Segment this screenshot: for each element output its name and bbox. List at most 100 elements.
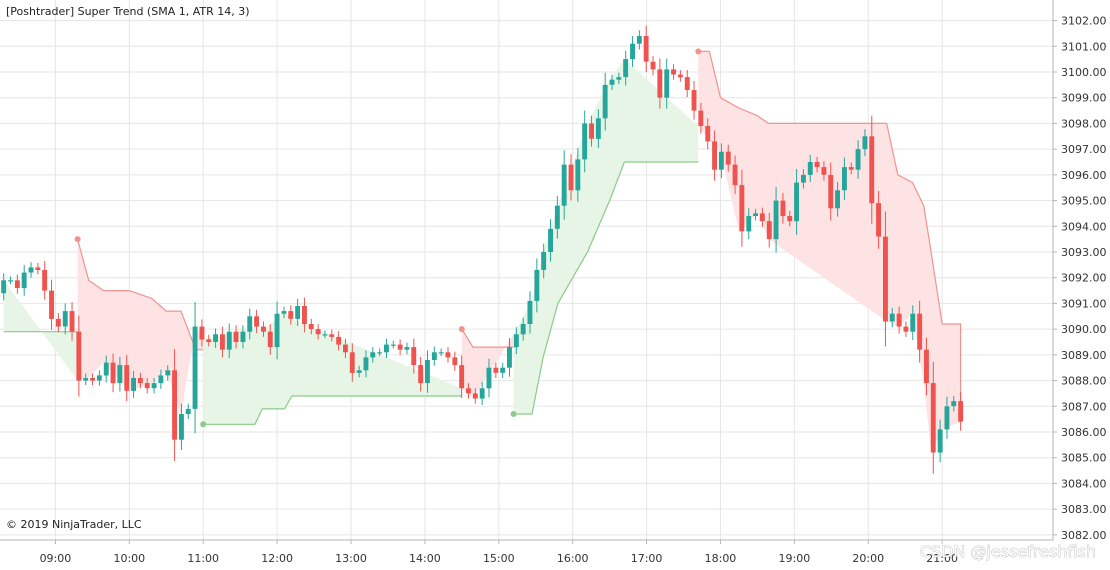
- y-tick-label: 3092.00: [1061, 272, 1107, 285]
- candle-up: [507, 347, 512, 368]
- candle-down: [568, 164, 574, 191]
- bear-band-fill: [461, 329, 514, 399]
- y-tick-label: 3090.00: [1061, 323, 1107, 336]
- candle-down: [261, 326, 266, 332]
- candle-down: [55, 318, 61, 327]
- candle-up: [794, 182, 799, 222]
- candle-up: [801, 174, 806, 183]
- candle-up: [554, 205, 560, 229]
- copyright-text: © 2019 NinjaTrader, LLC: [6, 518, 142, 531]
- candle-up: [636, 36, 642, 44]
- candle-down: [315, 329, 321, 335]
- candle-down: [869, 136, 875, 204]
- candle-down: [684, 77, 690, 90]
- candle-up: [534, 270, 540, 301]
- candle-up: [609, 79, 615, 85]
- candle-up: [8, 280, 13, 282]
- candle-down: [466, 388, 471, 394]
- candle-up: [62, 311, 68, 327]
- y-tick-label: 3095.00: [1061, 195, 1107, 208]
- x-tick-label: 20:00: [852, 552, 884, 565]
- watermark-text: CSDN @jessefreshfish: [920, 542, 1096, 561]
- candle-up: [192, 326, 198, 409]
- x-tick-label: 21:00: [926, 552, 958, 565]
- candle-down: [308, 324, 314, 330]
- y-tick-label: 3097.00: [1061, 143, 1107, 156]
- candle-up: [213, 334, 218, 342]
- candle-down: [14, 280, 20, 288]
- trend-flip-dot: [458, 326, 465, 333]
- candle-up: [274, 313, 280, 348]
- candle-up: [356, 370, 362, 373]
- candle-up: [425, 360, 430, 384]
- candle-down: [698, 110, 704, 126]
- candle-up: [165, 370, 171, 376]
- candle-up: [117, 365, 123, 384]
- candle-down: [657, 69, 663, 98]
- candle-down: [828, 174, 834, 209]
- candle-down: [42, 270, 48, 291]
- y-axis-ticks[interactable]: 3082.00 3083.00 3084.00 3085.00 3086.00 3087.…: [1053, 15, 1107, 542]
- candle-up: [541, 252, 547, 270]
- candle-down: [883, 236, 888, 322]
- candle-up: [513, 334, 519, 348]
- candle-up: [131, 378, 136, 391]
- candle-down: [445, 352, 451, 358]
- candle-up: [520, 324, 526, 335]
- x-tick-label: 16:00: [557, 552, 589, 565]
- candle-down: [787, 216, 793, 222]
- candles: [1, 25, 964, 474]
- candle-up: [479, 388, 485, 399]
- x-tick-label: 14:00: [409, 552, 441, 565]
- candle-down: [876, 203, 881, 237]
- candle-up: [548, 228, 553, 252]
- candle-up: [807, 162, 813, 175]
- trend-flip-dot: [74, 236, 81, 243]
- x-tick-label: 17:00: [631, 552, 663, 565]
- candle-down: [903, 326, 909, 332]
- candle-up: [855, 149, 861, 170]
- candle-down: [90, 378, 95, 381]
- candle-up: [500, 367, 506, 373]
- candle-down: [199, 326, 205, 340]
- candle-up: [746, 216, 752, 232]
- candle-down: [896, 313, 902, 327]
- bear-band-fill: [698, 51, 961, 453]
- supertrend-line: [203, 395, 462, 425]
- candle-up: [835, 190, 840, 209]
- x-tick-label: 13:00: [335, 552, 367, 565]
- candle-up: [1, 280, 7, 294]
- candle-down: [110, 362, 116, 384]
- candle-down: [288, 311, 294, 319]
- candle-up: [103, 362, 109, 376]
- candle-up: [582, 123, 588, 160]
- candle-down: [589, 123, 594, 139]
- candle-down: [220, 334, 225, 350]
- candle-up: [21, 272, 27, 288]
- x-axis-ticks[interactable]: 09:00 10:00 11:00 12:00 13:00 14:00 15:00 16:00…: [40, 540, 958, 565]
- candle-down: [766, 221, 772, 240]
- candle-down: [124, 365, 130, 391]
- candle-up: [623, 59, 629, 78]
- candle-up: [96, 375, 102, 381]
- bear-band-fill: [77, 239, 204, 414]
- candle-down: [302, 306, 307, 324]
- candle-up: [240, 331, 246, 342]
- y-tick-label: 3091.00: [1061, 297, 1107, 310]
- bull-band-fill: [513, 59, 699, 414]
- candle-down: [493, 367, 499, 373]
- candle-up: [404, 347, 410, 350]
- candle-down: [930, 383, 936, 453]
- candle-up: [185, 408, 191, 414]
- trend-flip-dot: [695, 48, 702, 55]
- candle-down: [76, 331, 82, 381]
- candle-down: [739, 185, 745, 232]
- candle-up: [390, 344, 396, 346]
- candle-down: [958, 401, 964, 422]
- axes: [0, 0, 1054, 541]
- candle-down: [472, 393, 478, 399]
- candle-up: [158, 375, 164, 384]
- candle-down: [336, 336, 342, 345]
- candle-up: [322, 334, 328, 336]
- candle-down: [267, 331, 273, 348]
